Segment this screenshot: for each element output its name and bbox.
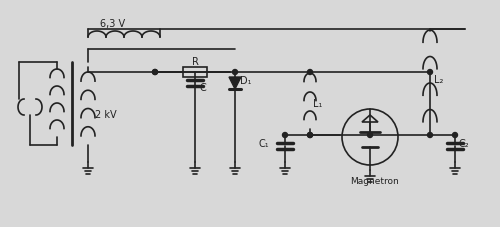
Text: 6,3 V: 6,3 V — [100, 19, 125, 29]
Text: 2 kV: 2 kV — [95, 109, 116, 119]
Circle shape — [308, 70, 312, 75]
Text: D₁: D₁ — [240, 76, 252, 86]
Circle shape — [428, 133, 432, 138]
Circle shape — [308, 133, 312, 138]
Text: C₂: C₂ — [459, 138, 469, 148]
Text: L₂: L₂ — [434, 75, 444, 85]
Text: C: C — [199, 83, 206, 93]
Circle shape — [368, 133, 372, 138]
Text: Magnetron: Magnetron — [350, 176, 399, 185]
Circle shape — [152, 70, 158, 75]
Polygon shape — [229, 78, 241, 90]
Circle shape — [232, 70, 237, 75]
Bar — [183, 68, 207, 78]
Text: C₁: C₁ — [258, 138, 269, 148]
Circle shape — [282, 133, 288, 138]
Circle shape — [152, 70, 158, 75]
Circle shape — [452, 133, 458, 138]
Text: R: R — [192, 57, 198, 67]
Circle shape — [428, 70, 432, 75]
Text: L₁: L₁ — [313, 98, 322, 108]
Circle shape — [308, 133, 312, 138]
